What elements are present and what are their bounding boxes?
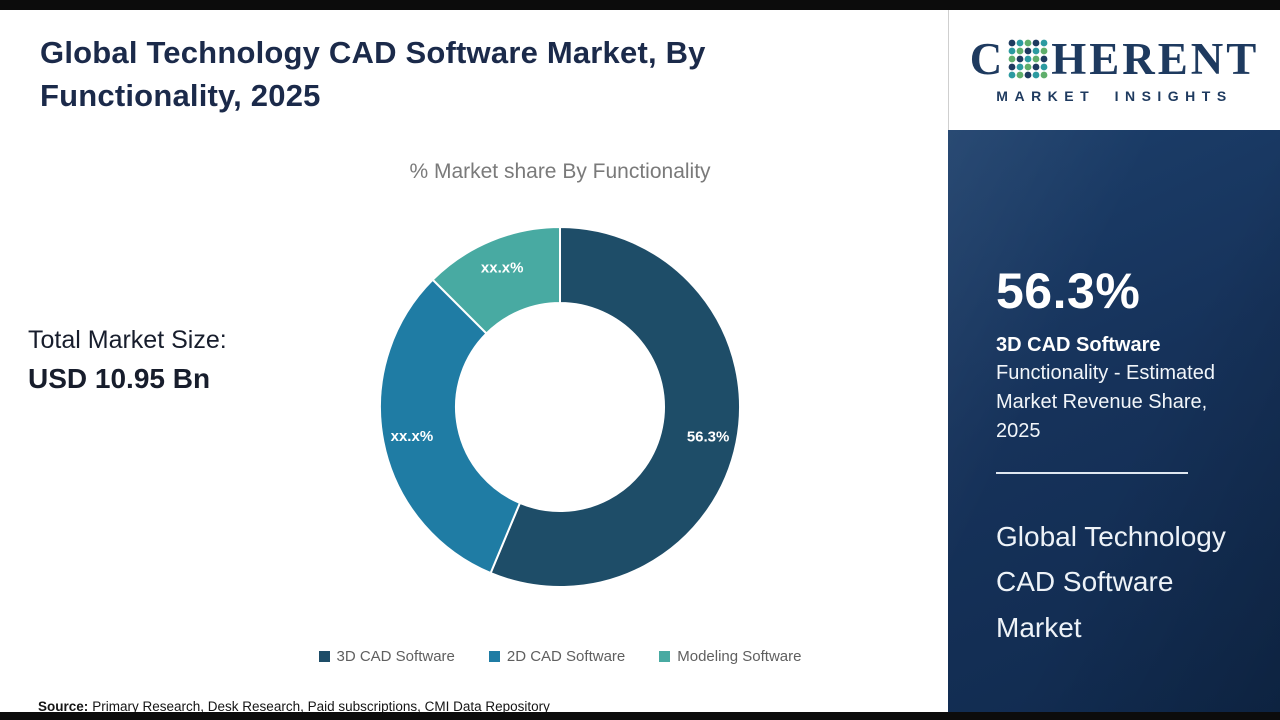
legend-label: Modeling Software: [677, 648, 802, 665]
logo-subtext: MARKET INSIGHTS: [996, 87, 1233, 104]
stat-value: 56.3%: [996, 263, 1141, 319]
source-note: Source: Primary Research, Desk Research, …: [38, 699, 550, 714]
donut-chart: 56.3% xx.x% xx.x%: [379, 225, 741, 588]
source-text: Primary Research, Desk Research, Paid su…: [92, 699, 550, 714]
stat-label: 3D CAD Software: [996, 334, 1161, 356]
legend-label: 2D CAD Software: [506, 648, 626, 665]
chart-canvas: Global Technology CAD Software Market, B…: [0, 10, 948, 714]
divider: [996, 472, 1188, 474]
legend-item: 3D CAD Software: [318, 648, 455, 665]
source-label: Source:: [38, 699, 89, 714]
chart-legend: 3D CAD Software 2D CAD Software Modeling S…: [200, 648, 920, 665]
highlight-panel-content: 56.3% 3D CAD Software Functionality - Es…: [948, 130, 1280, 650]
donut-segment-3d-cad-software: [489, 225, 741, 588]
brand-logo: C HERENT MARKET INSIGHTS: [948, 10, 1280, 130]
highlight-panel: 56.3% 3D CAD Software Functionality - Es…: [948, 130, 1280, 712]
chart-title: % Market share By Functionality: [409, 160, 711, 183]
report-title: Global Technology CAD Software Market: [996, 521, 1226, 643]
donut-segment-2d-cad-software: [379, 278, 522, 575]
donut-segment-modeling-software: [431, 225, 561, 335]
legend-item: 2D CAD Software: [488, 648, 626, 665]
total-market-label: Total Market Size:: [28, 326, 227, 354]
donut-segment-value: 56.3%: [687, 429, 730, 446]
logo-letter: C: [969, 33, 1006, 84]
bottom-border-bar: [0, 712, 1280, 720]
legend-swatch: [659, 651, 671, 662]
legend-item: Modeling Software: [659, 648, 801, 665]
total-market-size: Total Market Size: USD 10.95 Bn: [28, 326, 227, 395]
top-border-bar: [0, 0, 1280, 10]
logo-wordmark: HERENT: [1051, 33, 1260, 84]
sidebar: C HERENT MARKET INSIGHTS 56.3% 3D CAD So…: [948, 10, 1280, 712]
donut-segment-value: xx.x%: [481, 260, 524, 277]
page-title: Global Technology CAD Software Market, B…: [40, 35, 706, 113]
total-market-value: USD 10.95 Bn: [28, 363, 211, 394]
stat-description: Functionality - Estimated Market Revenue…: [996, 362, 1215, 442]
legend-label: 3D CAD Software: [336, 648, 455, 665]
logo-dot-grid-icon: [1008, 39, 1048, 79]
legend-swatch: [488, 651, 500, 662]
logo-wordmark-row: C HERENT: [969, 33, 1260, 84]
donut-segment-value: xx.x%: [391, 428, 434, 445]
legend-swatch: [318, 651, 330, 662]
